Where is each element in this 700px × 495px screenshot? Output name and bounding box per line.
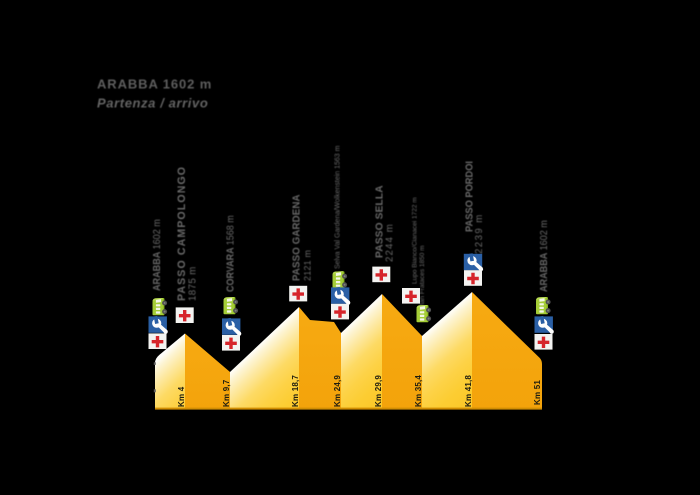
svg-text:CORVARA 1568 m: CORVARA 1568 m — [225, 215, 237, 292]
svg-text:2244 m: 2244 m — [385, 223, 396, 262]
svg-text:PASSO GARDENA: PASSO GARDENA — [291, 194, 302, 281]
svg-text:2121 m: 2121 m — [303, 250, 313, 281]
svg-text:1875 m: 1875 m — [188, 266, 199, 301]
svg-text:PASSO PORDOI: PASSO PORDOI — [464, 161, 476, 232]
svg-text:Km 24,9: Km 24,9 — [333, 375, 342, 407]
svg-text:Km 35,4: Km 35,4 — [414, 375, 423, 407]
svg-text:Km 51: Km 51 — [533, 380, 542, 405]
svg-text:ARABBA 1602 m: ARABBA 1602 m — [152, 219, 164, 291]
svg-text:Plan Frataces 1850 m: Plan Frataces 1850 m — [419, 245, 426, 309]
svg-text:ARABBA 1602 m: ARABBA 1602 m — [539, 220, 551, 292]
svg-text:Partenza / arrivo: Partenza / arrivo — [97, 96, 208, 111]
svg-text:PASSO SELLA: PASSO SELLA — [375, 185, 386, 258]
svg-text:Km 41,8: Km 41,8 — [464, 375, 473, 407]
svg-text:Km 18,7: Km 18,7 — [291, 375, 300, 407]
svg-text:Km 4: Km 4 — [177, 386, 186, 407]
svg-text:Lupo Bianco/Cianacei 1722 m: Lupo Bianco/Cianacei 1722 m — [412, 197, 419, 284]
svg-text:Km 29,9: Km 29,9 — [374, 375, 383, 407]
svg-text:PASSO CAMPOLONGO: PASSO CAMPOLONGO — [176, 166, 188, 301]
svg-text:Km 9,7: Km 9,7 — [222, 379, 231, 407]
svg-text:2239 m: 2239 m — [474, 213, 485, 254]
svg-text:Selva Val Gardena/Wolkenstein: Selva Val Gardena/Wolkenstein 1563 m — [335, 145, 342, 269]
svg-text:ARABBA 1602 m: ARABBA 1602 m — [97, 77, 212, 92]
